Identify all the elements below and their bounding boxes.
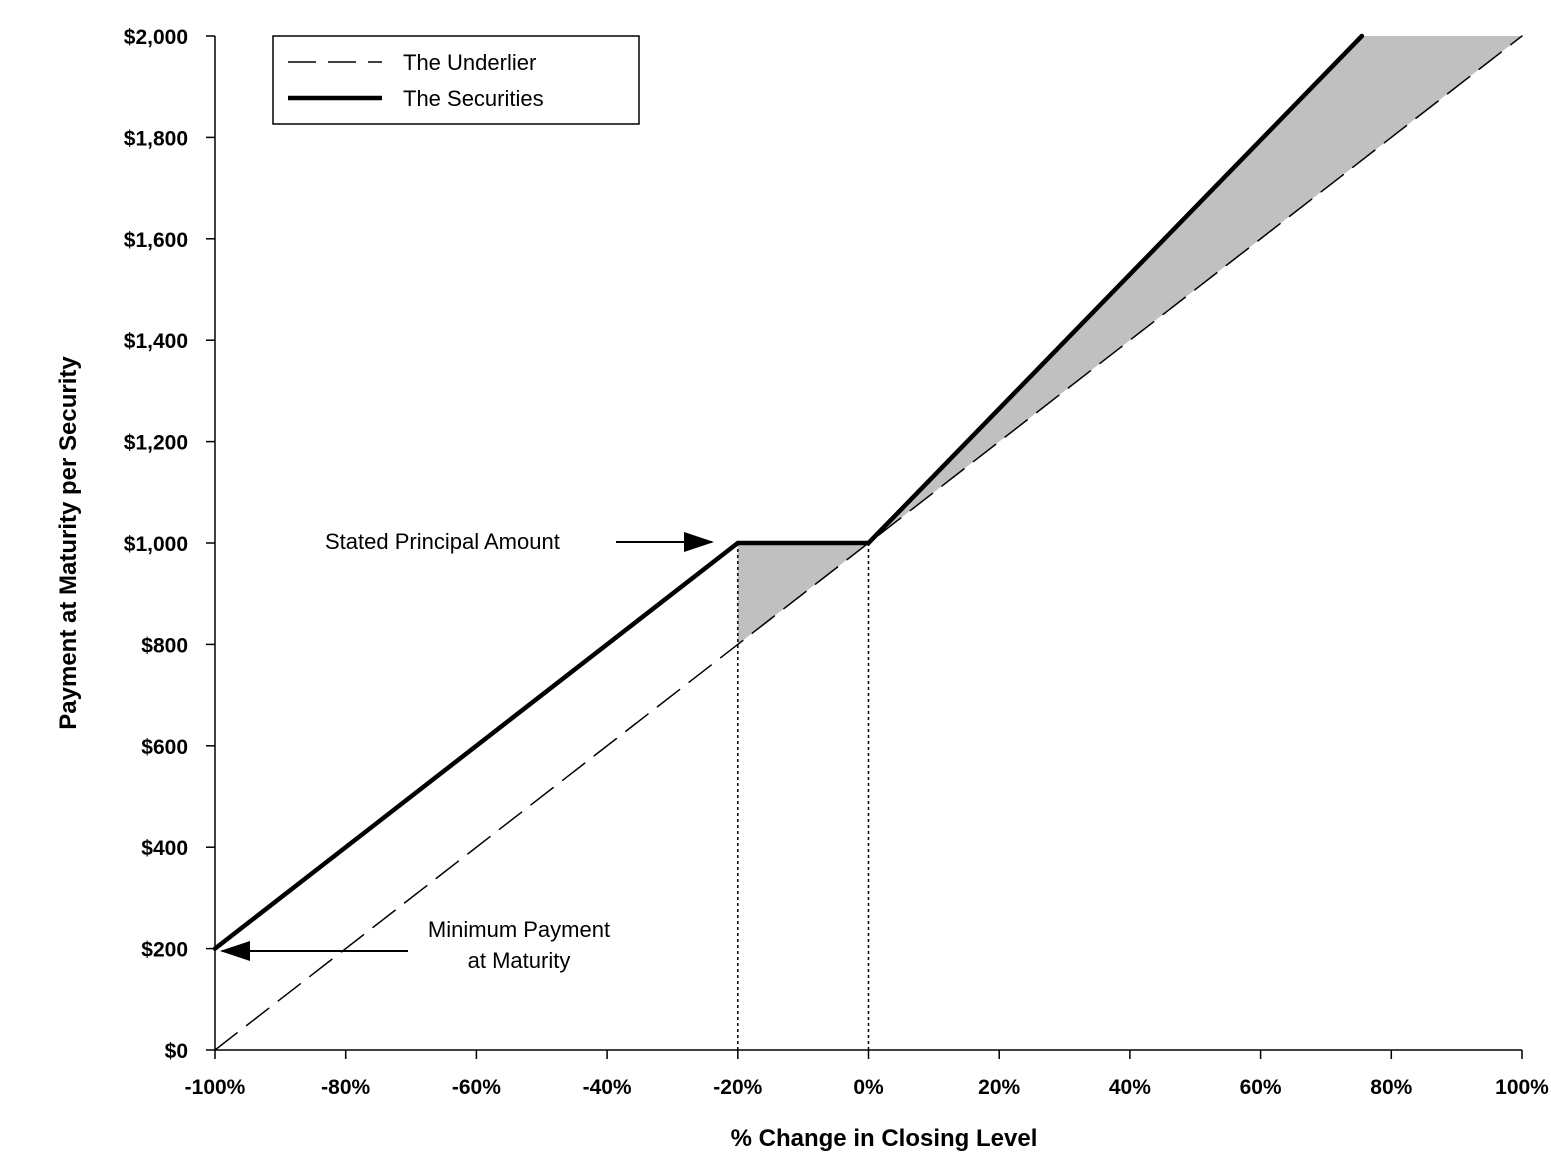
x-tick-label: 20%: [978, 1076, 1020, 1099]
y-tick-label: $600: [141, 736, 188, 759]
y-tick-label: $1,600: [124, 229, 188, 252]
x-tick-label: -80%: [321, 1076, 370, 1099]
x-tick-label: 60%: [1240, 1076, 1282, 1099]
x-tick-label: 80%: [1370, 1076, 1412, 1099]
x-tick-label: -20%: [713, 1076, 762, 1099]
legend-label-securities: The Securities: [403, 86, 544, 111]
y-tick-label: $2,000: [124, 26, 188, 49]
y-tick-label: $1,400: [124, 330, 188, 353]
y-tick-label: $200: [141, 939, 188, 962]
x-tick-label: 0%: [853, 1076, 884, 1099]
y-axis-label: Payment at Maturity per Security: [55, 356, 82, 730]
x-tick-label: -60%: [452, 1076, 501, 1099]
annotation-minimum-payment-line2: at Maturity: [468, 948, 571, 973]
x-tick-label: 40%: [1109, 1076, 1151, 1099]
annotation-minimum-payment-line1: Minimum Payment: [428, 917, 610, 942]
y-tick-label: $1,000: [124, 533, 188, 556]
legend-label-underlier: The Underlier: [403, 50, 536, 75]
legend: The Underlier The Securities: [272, 35, 640, 125]
annotation-stated-principal: Stated Principal Amount: [325, 529, 560, 554]
series-line-securities: [212, 33, 1365, 951]
y-tick-label: $0: [165, 1040, 188, 1063]
y-tick-label: $1,200: [124, 432, 188, 455]
x-tick-label: -40%: [583, 1076, 632, 1099]
y-tick-label: $400: [141, 837, 188, 860]
x-axis-label: % Change in Closing Level: [731, 1125, 1038, 1152]
x-tick-label: 100%: [1495, 1076, 1549, 1099]
y-tick-label: $800: [141, 634, 188, 657]
legend-box: [272, 35, 640, 125]
x-tick-label: -100%: [185, 1076, 246, 1099]
y-tick-label: $1,800: [124, 127, 188, 150]
